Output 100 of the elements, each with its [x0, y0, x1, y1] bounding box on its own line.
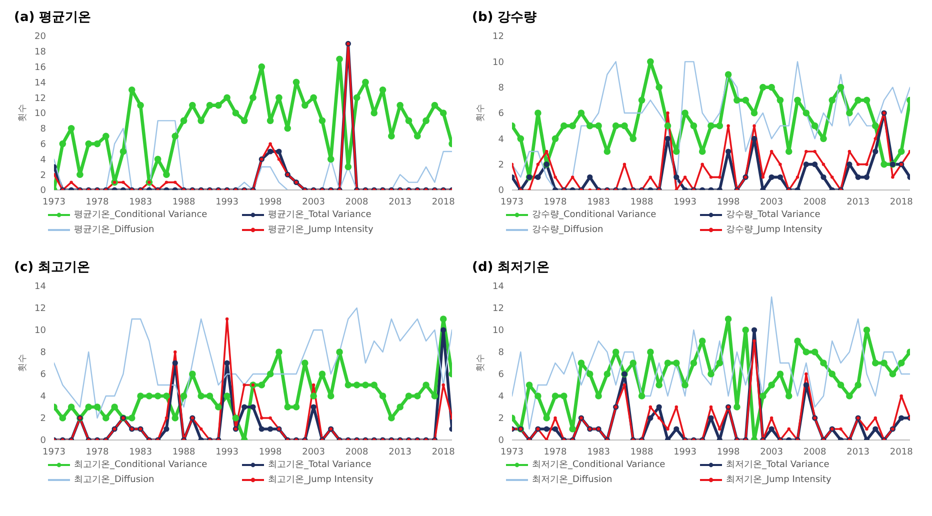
point — [820, 135, 827, 142]
y-axis-title: 횟수 — [18, 354, 28, 372]
point — [128, 414, 136, 422]
point — [164, 416, 168, 420]
y-tick-label: 18 — [34, 48, 46, 58]
point — [595, 392, 602, 400]
y-tick-label: 4 — [40, 392, 46, 402]
point — [189, 370, 196, 378]
point — [674, 405, 678, 409]
point — [284, 125, 292, 132]
point — [224, 360, 230, 366]
point — [569, 122, 576, 130]
y-tick-label: 2 — [40, 170, 46, 181]
point — [898, 148, 905, 155]
chart-title: (c) 최고기온 — [13, 259, 92, 277]
point — [698, 338, 706, 344]
point — [94, 140, 101, 148]
point — [180, 117, 188, 124]
point — [768, 426, 774, 432]
point — [85, 140, 92, 148]
point — [891, 176, 894, 179]
point — [854, 382, 862, 388]
y-tick-label: 8 — [40, 124, 46, 135]
point — [312, 383, 316, 387]
point — [344, 164, 352, 170]
point — [604, 370, 611, 378]
point — [431, 392, 438, 400]
y-tick-label: 12 — [492, 32, 504, 42]
point — [353, 94, 360, 101]
point — [362, 382, 369, 388]
point — [268, 142, 272, 146]
point — [880, 160, 888, 168]
point — [863, 96, 870, 104]
legend-label: 평균기온_Conditional Variance — [74, 209, 208, 221]
point — [664, 360, 672, 366]
point — [674, 426, 680, 432]
point — [327, 156, 334, 163]
x-tick-label: 2018 — [890, 197, 914, 208]
point — [647, 348, 654, 356]
point — [872, 148, 878, 154]
point — [865, 162, 868, 166]
point — [137, 102, 144, 109]
y-tick-label: 12 — [34, 304, 46, 314]
point — [440, 316, 447, 322]
point — [379, 392, 386, 400]
legend-label: 평균기온_Jump Intensity — [268, 224, 374, 236]
point — [163, 171, 170, 178]
x-tick-label: 1983 — [587, 447, 610, 458]
point — [388, 414, 395, 422]
point — [794, 96, 801, 104]
chart-title: (a) 평균기온 — [13, 9, 92, 27]
point — [848, 150, 852, 154]
point — [648, 415, 654, 421]
y-axis-title: 횟수 — [476, 354, 486, 372]
point — [630, 135, 637, 142]
point — [638, 392, 646, 400]
point — [708, 122, 714, 130]
point — [206, 392, 214, 400]
x-tick-label: 1993 — [674, 197, 696, 208]
point — [120, 148, 127, 155]
y-tick-label: 2 — [498, 414, 504, 424]
point — [422, 382, 430, 388]
y-tick-label: 2 — [498, 160, 504, 171]
point — [700, 162, 704, 166]
point — [682, 382, 688, 388]
x-tick-label: 2013 — [846, 197, 870, 208]
point — [846, 110, 853, 116]
point — [405, 392, 412, 400]
point — [889, 370, 896, 378]
x-tick-label: 2003 — [760, 197, 784, 208]
point — [250, 404, 256, 410]
point — [803, 382, 809, 388]
x-tick-label: 1988 — [630, 447, 654, 458]
x-tick-label: 2018 — [890, 447, 914, 458]
point — [587, 174, 593, 180]
legend-label: 평균기온_Diffusion — [74, 224, 154, 236]
point — [370, 382, 378, 388]
legend-label: 최저기온_Conditional Variance — [532, 459, 666, 471]
point — [586, 122, 594, 130]
y-tick-label: 10 — [492, 58, 504, 68]
x-tick-label: 2003 — [302, 447, 326, 458]
y-tick-label: 2 — [40, 414, 46, 424]
y-tick-label: 8 — [498, 348, 504, 358]
point — [802, 110, 810, 116]
point — [545, 150, 548, 154]
point — [206, 102, 214, 109]
x-tick-label: 1973 — [500, 197, 524, 208]
point — [569, 426, 576, 432]
point — [880, 360, 888, 366]
point — [742, 96, 750, 104]
x-tick-label: 2013 — [846, 447, 870, 458]
point — [830, 176, 834, 179]
x-tick-label: 2003 — [760, 447, 784, 458]
point — [111, 404, 118, 410]
point — [560, 392, 568, 400]
x-tick-label: 1993 — [216, 447, 238, 458]
point — [128, 86, 136, 94]
point — [414, 392, 421, 400]
point — [657, 416, 661, 420]
point — [250, 94, 256, 101]
